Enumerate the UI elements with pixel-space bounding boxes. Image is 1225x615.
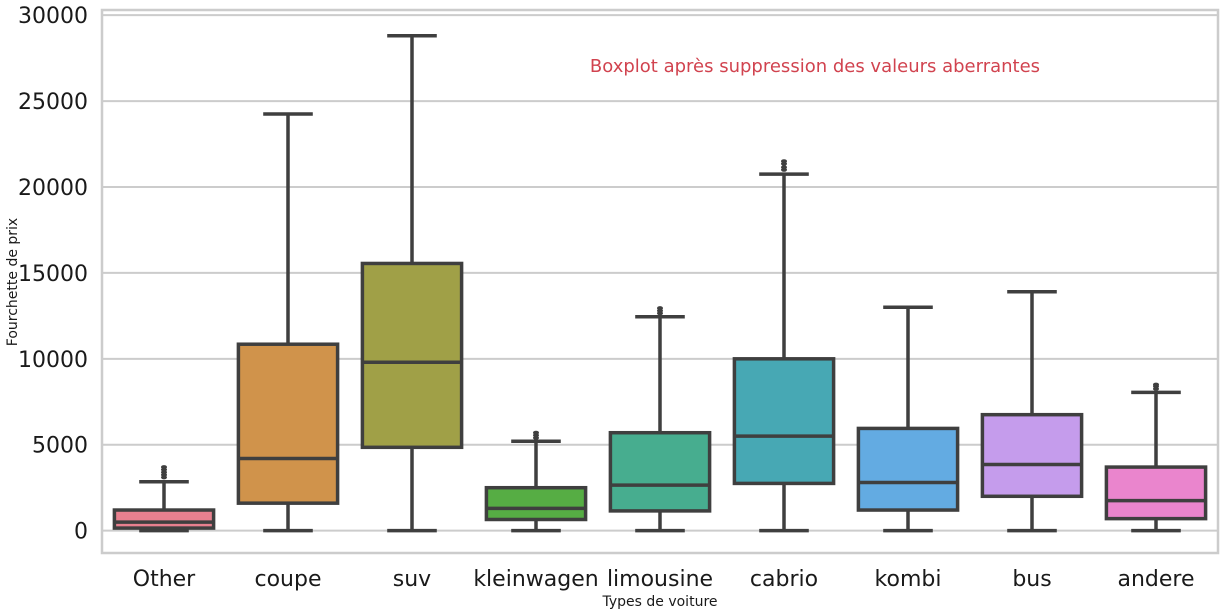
iqr-box (856, 426, 960, 512)
x-axis-label: Types de voiture (601, 594, 717, 610)
y-tick-label: 30000 (18, 4, 88, 29)
y-tick-labels: 0 5000 10000 15000 20000 25000 30000 (18, 4, 88, 545)
box-kombi (856, 305, 960, 533)
box-suv (360, 34, 464, 533)
box-Other (112, 465, 216, 533)
x-tick-label: coupe (255, 567, 322, 592)
outlier-point (533, 430, 539, 435)
box-limousine (608, 306, 712, 533)
boxes (112, 34, 1208, 533)
y-tick-label: 10000 (18, 348, 88, 373)
y-tick-label: 15000 (18, 262, 88, 287)
x-tick-label: bus (1012, 567, 1051, 592)
y-tick-label: 0 (74, 520, 88, 545)
x-tick-label: kleinwagen (473, 567, 598, 592)
iqr-box (112, 508, 216, 530)
y-tick-label: 20000 (18, 176, 88, 201)
chart-annotation: Boxplot après suppression des valeurs ab… (590, 56, 1040, 77)
x-tick-label: Other (133, 567, 196, 592)
box-cabrio (732, 159, 836, 533)
outlier-point (657, 306, 663, 311)
iqr-box (360, 261, 464, 450)
iqr-box (608, 430, 712, 513)
iqr-box (980, 412, 1084, 499)
x-tick-label: andere (1117, 567, 1194, 592)
box-andere (1104, 382, 1208, 533)
iqr-box (1104, 465, 1208, 521)
outlier-point (781, 165, 787, 170)
box-bus (980, 290, 1084, 533)
plot-frame (100, 8, 1220, 555)
y-axis-label: Fourchette de prix (5, 218, 21, 346)
x-tick-label: kombi (875, 567, 942, 592)
iqr-box (732, 357, 836, 486)
outlier-point (161, 465, 167, 470)
box-coupe (236, 112, 340, 533)
x-tick-label: suv (393, 567, 431, 592)
y-tick-label: 25000 (18, 90, 88, 115)
box-kleinwagen (484, 430, 588, 533)
x-tick-label: limousine (607, 567, 713, 592)
iqr-box (236, 342, 340, 505)
iqr-box (484, 485, 588, 522)
outlier-point (781, 159, 787, 164)
y-tick-label: 5000 (32, 434, 88, 459)
x-tick-label: cabrio (750, 567, 818, 592)
x-tick-labels: Other coupe suv kleinwagen limousine cabrio ko… (133, 567, 1195, 592)
outlier-point (1153, 382, 1159, 387)
